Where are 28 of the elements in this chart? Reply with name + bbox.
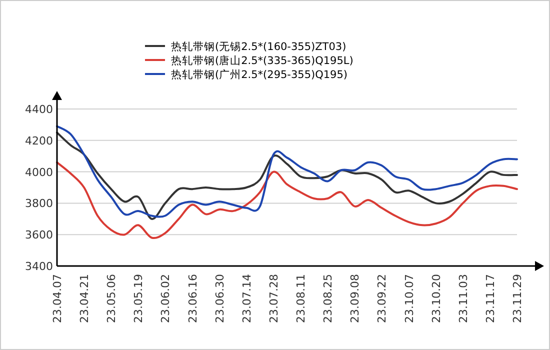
- x-tick-label: 23.11.17: [484, 274, 497, 323]
- y-tick-label: 4200: [25, 134, 53, 148]
- x-tick-label: 23.08.25: [322, 274, 335, 323]
- x-tick-label: 23.06.16: [186, 274, 200, 323]
- x-tick-label: 23.10.07: [402, 274, 416, 323]
- legend-label: 热轧带钢(唐山2.5*(335-365)Q195L): [171, 54, 354, 67]
- x-tick-label: 23.09.22: [376, 274, 389, 323]
- x-tick-label: 23.11.29: [511, 274, 524, 323]
- y-tick-label: 4400: [25, 103, 53, 116]
- x-tick-label: 23.09.08: [348, 274, 362, 323]
- legend-label: 热轧带钢(广州2.5*(295-355)Q195): [171, 68, 348, 81]
- legend-label: 热轧带钢(无锡2.5*(160-355)ZT03): [171, 40, 346, 53]
- y-tick-label: 3600: [25, 228, 53, 242]
- x-tick-label: 23.04.21: [78, 274, 92, 323]
- x-tick-label: 23.07.28: [267, 274, 280, 323]
- x-tick-label: 23.05.19: [132, 274, 146, 323]
- x-tick-label: 23.08.11: [294, 274, 308, 323]
- y-tick-label: 3800: [25, 197, 53, 210]
- x-tick-label: 23.11.03: [456, 274, 470, 323]
- x-tick-label: 23.04.07: [51, 274, 64, 323]
- x-tick-label: 23.06.30: [213, 274, 226, 323]
- y-tick-label: 3400: [25, 260, 53, 273]
- y-tick-label: 4000: [25, 166, 53, 179]
- x-tick-label: 23.06.02: [159, 274, 172, 323]
- x-tick-label: 23.05.06: [105, 274, 118, 323]
- line-series: [56, 161, 518, 240]
- x-tick-label: 23.07.14: [240, 274, 254, 323]
- x-tick-label: 23.10.20: [430, 274, 443, 323]
